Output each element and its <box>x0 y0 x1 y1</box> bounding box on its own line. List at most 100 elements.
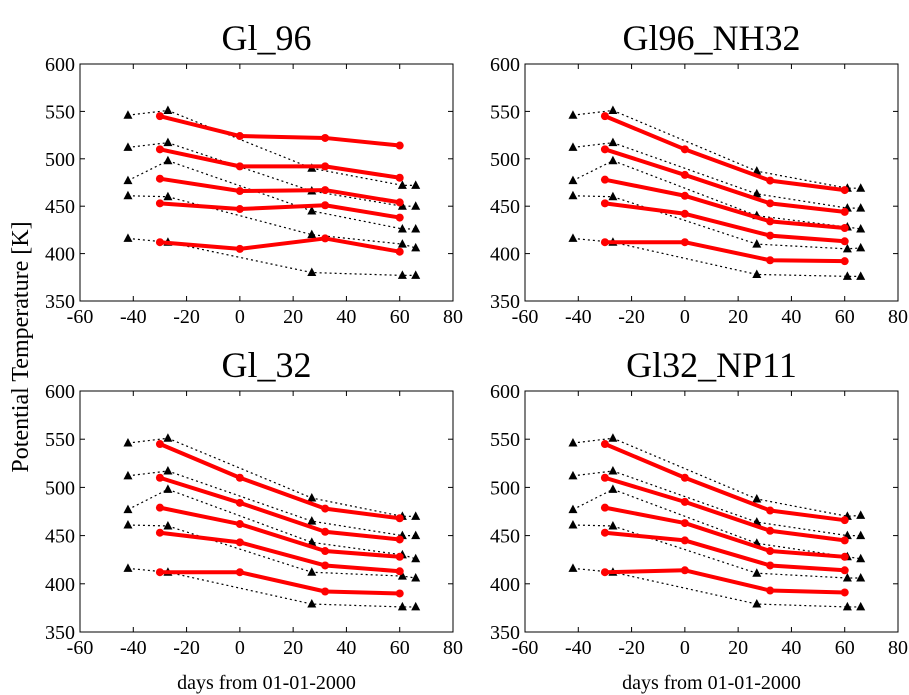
x-tick-label: -20 <box>173 637 200 659</box>
obs-point <box>411 242 421 252</box>
obs-series-line <box>127 237 416 277</box>
obs-point <box>856 242 866 252</box>
model-point <box>235 162 244 171</box>
model-point <box>766 586 775 595</box>
model-point <box>321 504 330 513</box>
obs-point <box>123 563 133 572</box>
model-point <box>235 473 244 482</box>
obs-point <box>856 271 866 280</box>
model-point <box>395 198 404 207</box>
model-point <box>680 519 689 528</box>
y-tick-label: 400 <box>45 574 75 596</box>
model-series-line <box>604 177 845 230</box>
y-tick-label: 500 <box>490 149 520 171</box>
obs-point <box>856 223 866 233</box>
model-point <box>766 256 775 265</box>
model-point <box>680 191 689 200</box>
panel-2: Gl_32 -60 -40 -20 0 20 40 60 80 350 400 450 500 550 60… <box>45 345 463 694</box>
obs-point <box>411 553 421 563</box>
y-tick-label: 400 <box>490 574 520 596</box>
obs-point <box>123 470 133 480</box>
panel-0: Gl_96 -60 -40 -20 0 20 40 60 80 350 400 450 500 550 60… <box>45 18 463 328</box>
y-tick-label: 550 <box>45 429 75 451</box>
model-point <box>395 141 404 150</box>
y-tick-label: 350 <box>490 622 520 644</box>
x-tick-label: -60 <box>512 306 539 328</box>
obs-point <box>752 166 762 175</box>
x-tick-label: -20 <box>618 306 645 328</box>
x-tick-label: 80 <box>888 306 908 328</box>
obs-point <box>752 269 762 278</box>
model-series-line <box>159 475 400 542</box>
model-point <box>395 589 404 598</box>
obs-point <box>163 466 173 475</box>
panel-title: Gl96_NH32 <box>623 18 801 58</box>
model-point <box>155 440 164 449</box>
model-point <box>155 473 164 482</box>
model-point <box>155 503 164 512</box>
model-series-line <box>159 570 400 596</box>
model-point <box>155 174 164 183</box>
obs-point <box>307 567 317 576</box>
model-point <box>600 503 609 512</box>
obs-point <box>752 188 762 198</box>
model-point <box>840 224 849 233</box>
panel-3: Gl32_NP11 -60 -40 -20 0 20 40 60 80 350 400 450 500 5… <box>490 345 908 694</box>
obs-point <box>123 504 133 514</box>
obs-point <box>411 601 421 611</box>
model-point <box>840 257 849 266</box>
x-tick-label: 40 <box>781 637 801 659</box>
x-tick-label: -40 <box>565 306 592 328</box>
y-tick-label: 500 <box>490 477 520 499</box>
model-series-line <box>159 236 401 254</box>
obs-point <box>842 271 852 280</box>
obs-point <box>307 516 317 525</box>
model-point <box>840 237 849 246</box>
axes-frame <box>524 63 899 302</box>
obs-point <box>411 201 421 210</box>
x-tick-label: 0 <box>680 637 690 659</box>
x-tick-label: 60 <box>835 306 855 328</box>
x-tick-label: 80 <box>443 637 463 659</box>
obs-point <box>608 137 618 147</box>
obs-point <box>397 601 407 611</box>
obs-point <box>123 175 133 185</box>
obs-point <box>856 203 866 212</box>
obs-point <box>568 563 578 572</box>
y-tick-label: 400 <box>45 244 75 266</box>
x-tick-label: 0 <box>680 306 690 328</box>
model-point <box>680 473 689 482</box>
model-point <box>395 247 404 256</box>
model-point <box>766 176 775 185</box>
obs-point <box>163 137 173 147</box>
y-tick-label: 500 <box>45 149 75 171</box>
obs-point <box>123 233 133 242</box>
model-series-line <box>604 505 845 559</box>
x-tick-label: -60 <box>67 306 94 328</box>
model-point <box>395 552 404 561</box>
obs-series-line <box>572 470 861 537</box>
obs-point <box>123 438 133 447</box>
x-tick-label: 40 <box>781 306 801 328</box>
obs-point <box>842 573 852 582</box>
x-tick-label: -60 <box>512 637 539 659</box>
model-series-line <box>159 505 400 559</box>
y-tick-label: 600 <box>45 54 75 76</box>
obs-point <box>397 270 407 279</box>
model-point <box>321 561 330 570</box>
obs-point <box>856 601 866 611</box>
obs-point <box>307 599 317 608</box>
obs-point <box>411 573 421 582</box>
x-tick-label: 20 <box>283 637 303 659</box>
y-tick-label: 450 <box>490 196 520 218</box>
obs-point <box>568 438 578 447</box>
x-tick-label: 40 <box>336 637 356 659</box>
obs-point <box>397 571 407 580</box>
model-point <box>235 520 244 529</box>
obs-series-line <box>572 160 861 230</box>
x-tick-label: -20 <box>618 637 645 659</box>
obs-point <box>856 530 866 540</box>
model-series-line <box>159 176 401 205</box>
model-series-line <box>604 568 845 595</box>
obs-point <box>608 466 618 475</box>
